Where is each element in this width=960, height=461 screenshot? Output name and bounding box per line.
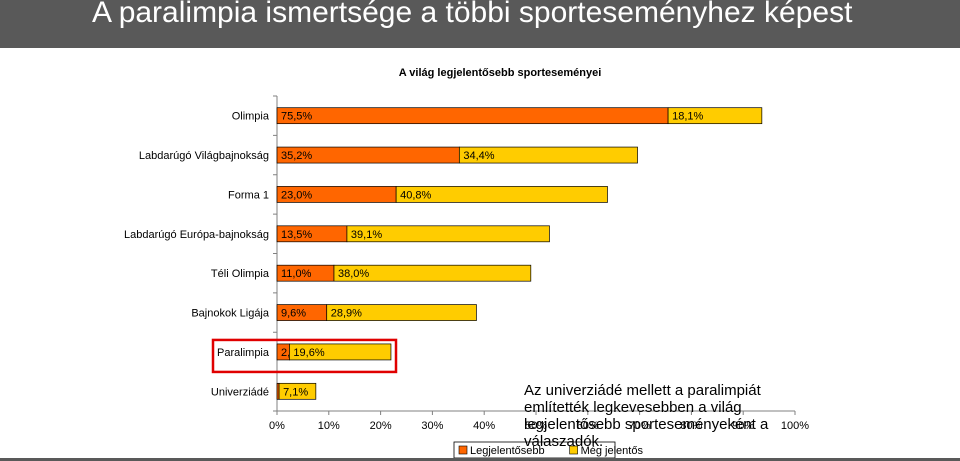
x-tick-label: 30% <box>421 420 443 432</box>
data-label: 34,4% <box>463 150 494 162</box>
bar-meg-jelentos-labdarugo-vilagbajnoksag <box>458 146 638 164</box>
category-label-teli-olimpia: Téli Olimpia <box>211 268 270 280</box>
data-label: 35,2% <box>281 150 312 162</box>
x-tick-label: 20% <box>370 420 392 432</box>
bar-meg-jelentos-olimpia <box>667 107 763 125</box>
data-label: 19,6% <box>293 347 324 359</box>
x-tick-label: 100% <box>781 420 809 432</box>
data-label: 11,0% <box>281 268 312 280</box>
category-label-labdarugo-europa-bajnoksag: Labdarúgó Európa-bajnokság <box>124 229 269 241</box>
data-label: 13,5% <box>281 229 312 241</box>
x-tick-label: 80% <box>680 420 702 432</box>
x-tick-label: 90% <box>732 420 754 432</box>
legend-swatch-meg-jelentos <box>569 445 578 455</box>
x-tick-label: 0% <box>269 420 285 432</box>
data-label: 7,1% <box>283 386 308 398</box>
legend-swatch-legjelentosebb <box>458 445 468 455</box>
bar-meg-jelentos-teli-olimpia <box>333 264 532 282</box>
category-label-paralimpia: Paralimpia <box>217 347 270 359</box>
data-label: 39,1% <box>351 229 382 241</box>
annotation-note: Az univerziádé mellett a paralimpiát eml… <box>524 382 769 450</box>
category-label-univerziade: Univerziádé <box>211 386 269 398</box>
x-tick-label: 10% <box>318 420 340 432</box>
category-label-labdarugo-vilagbajnoksag: Labdarúgó Világbajnokság <box>139 150 269 162</box>
data-label: 40,8% <box>400 189 431 201</box>
highlight-box <box>211 338 398 374</box>
slide-title: A paralimpia ismertsége a többi sportese… <box>92 0 853 29</box>
bar-meg-jelentos-labdarugo-europa-bajnoksag <box>346 225 550 243</box>
legend-label-legjelentosebb: Legjelentősebb <box>470 445 545 457</box>
bar-legjelentosebb-olimpia <box>276 107 669 125</box>
x-tick-label: 40% <box>473 420 495 432</box>
chart-title: A világ legjelentősebb sporteseményei <box>399 67 602 79</box>
category-label-bajnokok-ligaja: Bajnokok Ligája <box>191 308 270 320</box>
bar-meg-jelentos-paralimpia <box>289 343 392 361</box>
bar-meg-jelentos-bajnokok-ligaja <box>326 304 477 321</box>
data-label: 38,0% <box>338 268 369 280</box>
data-label: 23,0% <box>281 189 312 201</box>
x-tick-label: 50% <box>525 420 547 432</box>
legend-label-meg-jelentos: Még jelentős <box>581 445 644 457</box>
data-label: 75,5% <box>281 111 312 123</box>
data-label: 28,9% <box>331 308 362 320</box>
x-tick-label: 70% <box>629 420 651 432</box>
category-label-forma-1: Forma 1 <box>228 189 269 201</box>
bottom-strip <box>0 458 960 461</box>
bar-meg-jelentos-forma-1 <box>395 186 608 203</box>
bar-chart: A világ legjelentősebb sporteseményei 0% 1… <box>124 67 809 458</box>
data-label: 9,6% <box>281 308 306 320</box>
category-label-olimpia: Olimpia <box>232 111 270 123</box>
data-label: 18,1% <box>672 111 703 123</box>
x-tick-label: 60% <box>577 420 599 432</box>
chart-panel: A világ legjelentősebb sporteseményei 0% 1… <box>0 48 960 458</box>
bar-meg-jelentos-univerziade <box>278 382 317 400</box>
